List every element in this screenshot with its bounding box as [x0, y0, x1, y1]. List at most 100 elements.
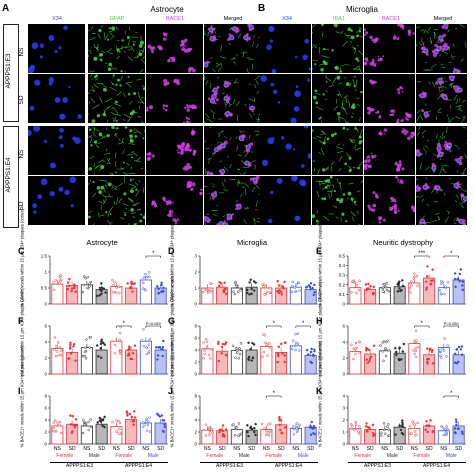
data-point	[263, 283, 266, 287]
data-point	[394, 347, 397, 350]
y-tick-label: 2	[44, 430, 47, 435]
data-point	[219, 281, 223, 285]
data-point	[310, 361, 314, 365]
data-point	[225, 292, 228, 296]
data-point	[387, 349, 390, 352]
data-point	[71, 430, 74, 433]
data-point	[265, 343, 268, 346]
data-point	[162, 290, 165, 293]
data-point	[398, 358, 401, 362]
data-point	[260, 422, 264, 426]
x-sex-label: Female	[56, 453, 74, 459]
micrograph-astro-r2-gfap	[88, 74, 145, 123]
y-tick-label: 2	[194, 360, 197, 365]
data-point	[103, 425, 106, 429]
chart-col1-title: Astrocyte	[86, 238, 118, 247]
data-point	[313, 283, 316, 287]
x-sex-label: Male	[297, 453, 309, 459]
data-point	[253, 426, 256, 430]
data-point	[304, 286, 308, 289]
data-point	[297, 281, 301, 285]
data-point	[278, 415, 281, 419]
data-point	[277, 291, 281, 295]
chart-col2-title: Microglia	[236, 238, 267, 247]
data-point	[425, 424, 429, 427]
data-point	[402, 342, 406, 346]
micrograph-astro-r4-x34	[28, 176, 85, 225]
data-point	[55, 350, 59, 353]
data-point	[99, 346, 103, 350]
data-point	[142, 344, 146, 348]
panel-letter-k: K	[316, 386, 323, 396]
significance-bracket	[266, 395, 282, 398]
data-point	[217, 359, 221, 363]
data-point	[100, 289, 103, 293]
data-point	[160, 290, 163, 294]
data-point	[84, 357, 88, 360]
data-point	[251, 356, 255, 359]
group-box-e3	[3, 24, 19, 122]
data-point	[56, 421, 59, 424]
data-point	[127, 352, 131, 355]
data-point	[295, 427, 299, 431]
data-point	[261, 355, 264, 358]
data-point	[455, 362, 459, 365]
data-point	[358, 340, 361, 343]
data-point	[280, 342, 283, 346]
data-point	[126, 282, 129, 285]
bar	[125, 287, 138, 305]
data-point	[118, 338, 121, 342]
data-point	[461, 432, 464, 435]
significance-bracket	[145, 255, 161, 258]
x-condition-label: SD	[98, 446, 106, 452]
data-point	[353, 428, 356, 432]
bar	[452, 279, 465, 305]
panel-letter-h: H	[316, 316, 323, 326]
data-point	[209, 431, 212, 434]
data-point	[223, 435, 226, 438]
data-point	[74, 290, 77, 294]
micrograph-micro-r2-x34	[260, 74, 311, 123]
x-genotype-label: APPPS1:E3	[50, 462, 109, 469]
data-point	[74, 418, 78, 421]
data-point	[454, 431, 457, 435]
data-point	[387, 428, 391, 431]
data-point	[445, 425, 448, 428]
data-point	[73, 286, 76, 290]
data-point	[128, 347, 131, 350]
data-point	[351, 280, 355, 283]
bar	[408, 282, 421, 305]
data-point	[161, 345, 165, 349]
data-point	[431, 268, 434, 271]
data-point	[442, 349, 446, 352]
data-point	[205, 289, 209, 292]
data-point	[411, 420, 415, 423]
data-point	[387, 290, 391, 293]
data-point	[133, 344, 137, 347]
y-tick-label: 0	[194, 372, 197, 377]
data-point	[232, 423, 235, 426]
data-point	[424, 428, 427, 431]
significance-label: *	[421, 321, 424, 327]
data-point	[294, 332, 297, 336]
data-point	[238, 352, 242, 356]
data-point	[453, 272, 457, 275]
data-point	[99, 342, 103, 346]
data-point	[413, 423, 416, 426]
data-point	[95, 344, 99, 347]
y-tick-label: 0	[44, 302, 47, 307]
y-tick-label: 6	[44, 324, 47, 329]
bar	[110, 286, 123, 305]
data-point	[438, 349, 442, 352]
data-point	[364, 425, 368, 428]
data-point	[237, 434, 240, 438]
data-point	[276, 354, 280, 358]
micrograph-micro-r1-bace1	[364, 24, 415, 73]
data-point	[276, 290, 279, 293]
data-point	[111, 420, 114, 424]
data-point	[249, 425, 253, 429]
data-point	[453, 277, 457, 281]
data-point	[431, 429, 435, 433]
data-point	[125, 410, 128, 413]
data-point	[54, 279, 58, 282]
